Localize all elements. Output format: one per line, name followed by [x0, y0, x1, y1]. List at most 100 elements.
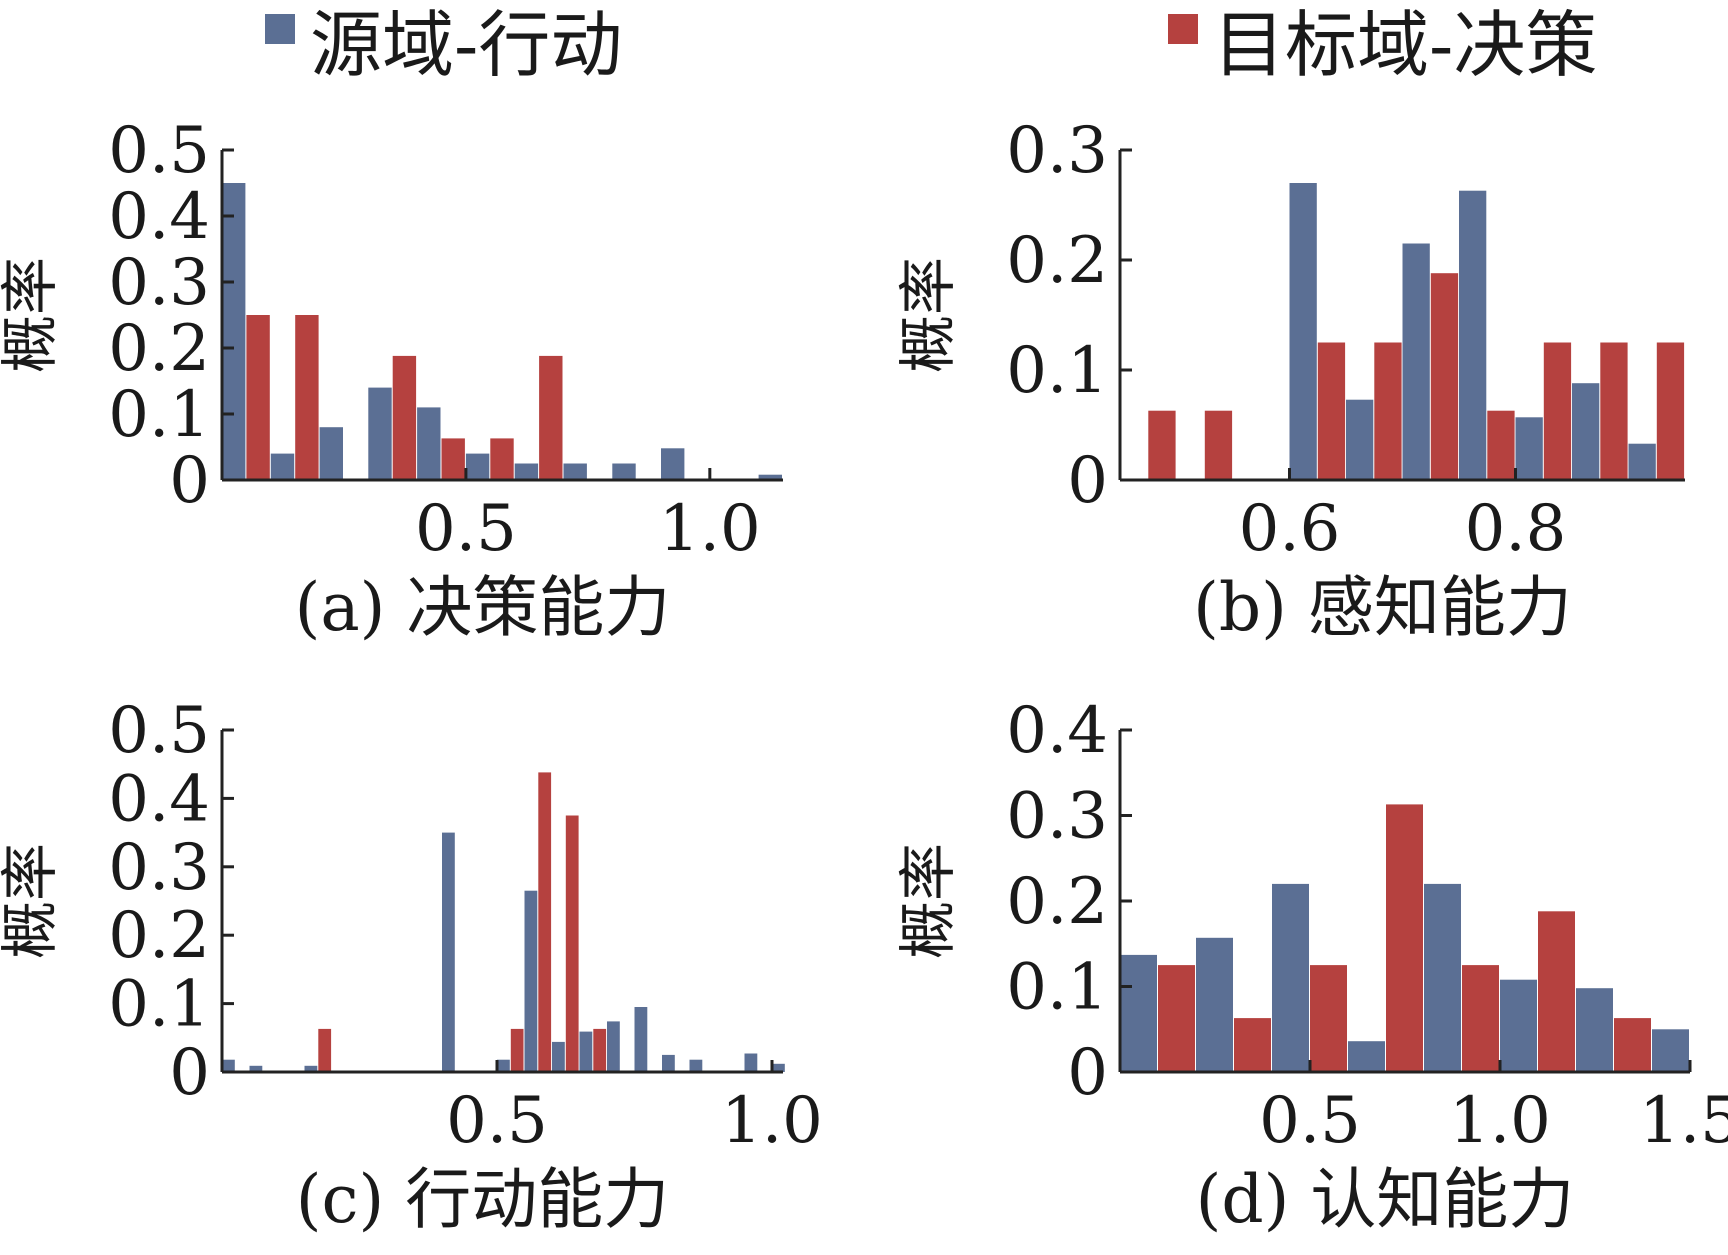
bar-target-5	[1538, 911, 1575, 1072]
bar-source-3	[442, 832, 455, 1072]
y-tick-label-1: 0.1	[108, 968, 210, 1042]
bar-target-3	[1386, 804, 1423, 1072]
x-tick-label-1: 0.8	[1465, 492, 1567, 566]
y-tick-label-2: 0.2	[1006, 865, 1108, 939]
y-axis-label: 概率	[894, 843, 962, 959]
panel-a-decision: 00.10.20.30.40.50.5 1.0概率(a) 决策能力	[0, 114, 783, 646]
y-tick-label-4: 0.4	[108, 762, 210, 836]
bar-target-4	[490, 438, 514, 480]
bar-target-8	[1656, 342, 1685, 480]
y-tick-label-0: 0	[1067, 1036, 1108, 1110]
bar-source-10	[662, 1054, 675, 1072]
bar-target-5	[539, 355, 563, 480]
bar-source-0	[1289, 183, 1317, 480]
bar-target-3	[1374, 342, 1402, 480]
y-tick-label-5: 0.5	[108, 694, 210, 768]
bar-source-9	[634, 1007, 648, 1072]
bar-source-4	[497, 1059, 510, 1072]
legend-swatch-source	[265, 14, 295, 44]
bar-source-10	[758, 474, 782, 480]
y-tick-label-2: 0.2	[108, 312, 210, 386]
y-tick-label-0: 0	[169, 444, 210, 518]
y-tick-label-3: 0.3	[1006, 114, 1108, 188]
bar-source-7	[579, 1031, 593, 1072]
y-axis-label: 概率	[0, 257, 64, 373]
bar-source-2	[319, 427, 343, 480]
bar-source-6	[552, 1041, 565, 1072]
x-tick-label-0: 0.5	[446, 1084, 548, 1158]
y-axis-label: 概率	[894, 257, 962, 373]
legend-label-source: 源域-行动	[310, 3, 622, 87]
bar-target-2	[1310, 965, 1347, 1072]
bar-target-2	[538, 772, 552, 1072]
panel-caption: (d) 认知能力	[1196, 1161, 1575, 1238]
bar-target-0	[1148, 410, 1176, 480]
bar-source-4	[1424, 883, 1461, 1072]
y-tick-label-1: 0.1	[1006, 951, 1108, 1025]
bar-source-6	[514, 463, 539, 480]
x-tick-label-1: 1.0	[721, 1084, 823, 1158]
bar-target-3	[565, 815, 579, 1072]
bar-source-1	[1196, 937, 1233, 1072]
bar-source-7	[1652, 1029, 1689, 1073]
panel-caption: (a) 决策能力	[295, 569, 671, 646]
y-tick-label-3: 0.3	[108, 246, 210, 320]
y-tick-label-3: 0.3	[1006, 780, 1108, 854]
bar-source-4	[1515, 417, 1543, 480]
bar-target-4	[1462, 965, 1499, 1072]
bar-source-13	[772, 1063, 785, 1072]
bar-source-6	[1576, 988, 1613, 1072]
bar-target-2	[1317, 342, 1346, 480]
legend-swatch-target	[1168, 14, 1198, 44]
x-tick-label-0: 0.5	[415, 492, 517, 566]
bar-target-0	[1158, 965, 1195, 1072]
bar-target-5	[1487, 410, 1515, 480]
bar-target-7	[1600, 342, 1628, 480]
bar-source-5	[465, 453, 490, 480]
bar-source-8	[607, 1021, 620, 1072]
bar-source-0	[222, 183, 246, 480]
panel-caption: (c) 行动能力	[296, 1161, 669, 1238]
y-tick-label-3: 0.3	[108, 831, 210, 905]
bar-source-1	[1346, 399, 1374, 480]
bar-source-5	[1572, 383, 1600, 480]
bar-source-8	[612, 463, 636, 480]
y-tick-label-2: 0.2	[1006, 224, 1108, 298]
y-tick-label-0: 0	[1067, 444, 1108, 518]
bar-target-1	[510, 1028, 524, 1072]
bar-target-1	[1204, 410, 1233, 480]
panel-d-cognition: 0 0.1 0.2 0.3 0.4 0.5 1.0 1.5 概率 (d) 认知能力	[894, 694, 1728, 1238]
bar-source-11	[689, 1059, 703, 1072]
x-tick-label-0: 0.5	[1259, 1084, 1361, 1158]
x-tick-label-1: 1.0	[1449, 1084, 1551, 1158]
y-tick-label-2: 0.2	[108, 899, 210, 973]
bar-target-4	[1430, 273, 1459, 480]
bar-source-7	[563, 463, 587, 480]
bar-source-9	[661, 448, 685, 480]
bar-source-0	[1120, 954, 1157, 1072]
y-tick-label-4: 0.4	[108, 180, 210, 254]
bar-source-6	[1628, 443, 1656, 480]
panel-b-perception: 0 0.1 0.2 0.3 0.6 0.8 概率 (b) 感知能力	[894, 114, 1685, 646]
bar-source-1	[249, 1065, 263, 1072]
y-tick-label-1: 0.1	[108, 378, 210, 452]
bar-source-5	[1500, 979, 1537, 1072]
y-axis-label: 概率	[0, 843, 64, 959]
bar-source-2	[1402, 243, 1430, 480]
bar-source-2	[304, 1065, 318, 1072]
y-tick-label-0: 0	[169, 1036, 210, 1110]
bar-target-2	[392, 355, 417, 480]
y-tick-label-1: 0.1	[1006, 334, 1108, 408]
bar-source-4	[417, 407, 441, 480]
bar-target-0	[246, 315, 270, 480]
bar-source-2	[1272, 883, 1309, 1072]
bar-target-1	[295, 315, 319, 480]
bar-source-12	[744, 1053, 758, 1072]
bar-source-1	[270, 453, 295, 480]
x-tick-label-0: 0.6	[1239, 492, 1341, 566]
bar-source-3	[1459, 190, 1487, 480]
y-tick-label-5: 0.5	[108, 114, 210, 188]
bar-source-3	[1348, 1041, 1385, 1072]
bar-source-3	[368, 387, 392, 480]
legend: 源域-行动 目标域-决策	[265, 3, 1597, 87]
